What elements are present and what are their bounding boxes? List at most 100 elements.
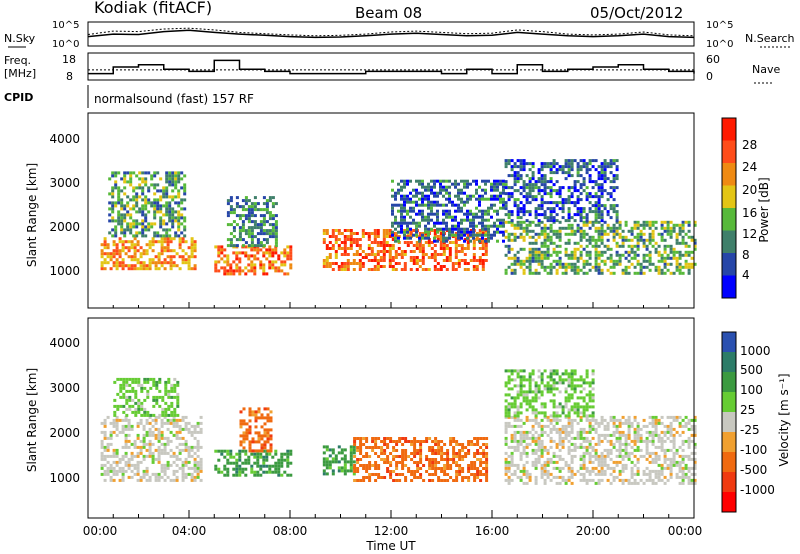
- heatmap-cell: [627, 457, 631, 461]
- heatmap-cell: [355, 238, 359, 241]
- heatmap-cell: [636, 436, 640, 440]
- heatmap-cell: [603, 250, 607, 254]
- heatmap-cell: [128, 377, 132, 381]
- heatmap-cell: [394, 256, 398, 259]
- heatmap-cell: [238, 464, 242, 468]
- heatmap-cell: [241, 238, 245, 242]
- heatmap-cell: [132, 225, 136, 229]
- heatmap-cell: [177, 222, 181, 226]
- heatmap-cell: [173, 413, 177, 417]
- heatmap-cell: [588, 207, 592, 211]
- heatmap-cell: [678, 469, 682, 473]
- heatmap-cell: [410, 458, 414, 461]
- heatmap-cell: [274, 244, 278, 248]
- heatmap-cell: [193, 430, 197, 434]
- heatmap-cell: [588, 460, 592, 464]
- heatmap-cell: [543, 241, 547, 245]
- heatmap-cell: [485, 452, 489, 455]
- heatmap-cell: [669, 247, 673, 251]
- heatmap-cell: [277, 254, 281, 258]
- heatmap-cell: [687, 469, 691, 473]
- heatmap-cell: [576, 174, 580, 178]
- heatmap-cell: [648, 232, 652, 236]
- heatmap-cell: [325, 445, 329, 449]
- heatmap-cell: [618, 472, 622, 476]
- heatmap-cell: [140, 407, 144, 411]
- heatmap-cell: [570, 457, 574, 461]
- heatmap-cell: [165, 213, 169, 217]
- heatmap-cell: [145, 249, 149, 253]
- heatmap-cell: [567, 189, 571, 193]
- heatmap-cell: [633, 454, 637, 458]
- heatmap-cell: [693, 424, 697, 428]
- heatmap-cell: [415, 188, 418, 192]
- heatmap-cell: [481, 232, 485, 235]
- heatmap-cell: [543, 201, 547, 205]
- heatmap-cell: [660, 238, 664, 242]
- heatmap-cell: [171, 177, 175, 181]
- heatmap-cell: [561, 430, 565, 434]
- heatmap-cell: [427, 206, 430, 210]
- heatmap-cell: [582, 247, 586, 251]
- heatmap-cell: [615, 165, 619, 169]
- heatmap-cell: [472, 268, 476, 271]
- heatmap-cell: [193, 243, 197, 247]
- heatmap-cell: [111, 195, 115, 199]
- heatmap-cell: [383, 437, 387, 440]
- heatmap-cell: [103, 433, 107, 437]
- heatmap-cell: [600, 186, 604, 190]
- heatmap-cell: [552, 439, 556, 443]
- heatmap-cell: [400, 253, 404, 256]
- heatmap-cell: [603, 174, 607, 178]
- heatmap-cell: [265, 241, 269, 245]
- heatmap-cell: [540, 448, 544, 452]
- heatmap-cell: [555, 171, 559, 175]
- heatmap-cell: [654, 451, 658, 455]
- heatmap-cell: [549, 219, 553, 223]
- heatmap-cell: [123, 180, 127, 184]
- heatmap-cell: [178, 436, 182, 440]
- heatmap-cell: [403, 229, 407, 232]
- heatmap-cell: [374, 473, 378, 476]
- heatmap-cell: [469, 182, 472, 186]
- heatmap-cell: [439, 238, 443, 241]
- heatmap-cell: [457, 230, 460, 234]
- heatmap-cell: [138, 210, 142, 214]
- heatmap-cell: [183, 225, 187, 229]
- heatmap-cell: [334, 460, 338, 464]
- heatmap-cell: [178, 427, 182, 431]
- heatmap-cell: [585, 168, 589, 172]
- heatmap-cell: [144, 216, 148, 220]
- heatmap-cell: [223, 473, 227, 477]
- heatmap-cell: [585, 232, 589, 236]
- heatmap-cell: [597, 472, 601, 476]
- heatmap-cell: [472, 218, 475, 222]
- heatmap-cell: [117, 201, 121, 205]
- heatmap-cell: [579, 442, 583, 446]
- heatmap-cell: [528, 213, 532, 217]
- heatmap-cell: [382, 256, 386, 259]
- heatmap-cell: [496, 185, 499, 189]
- heatmap-cell: [161, 407, 165, 411]
- heatmap-cell: [268, 245, 272, 249]
- heatmap-cell: [630, 238, 634, 242]
- heatmap-cell: [439, 203, 442, 207]
- heatmap-cell: [248, 428, 252, 432]
- power-cb-tick-28: 28: [742, 138, 757, 152]
- heatmap-cell: [433, 229, 437, 232]
- heatmap-cell: [576, 247, 580, 251]
- heatmap-cell: [669, 448, 673, 452]
- heatmap-cell: [576, 433, 580, 437]
- heatmap-cell: [540, 189, 544, 193]
- heatmap-cell: [422, 464, 426, 467]
- heatmap-cell: [322, 238, 326, 241]
- heatmap-cell: [585, 259, 589, 263]
- heatmap-cell: [154, 240, 158, 244]
- heatmap-cell: [103, 463, 107, 467]
- heatmap-cell: [428, 467, 432, 470]
- heatmap-cell: [112, 252, 116, 256]
- heatmap-cell: [642, 238, 646, 242]
- heatmap-cell: [109, 433, 113, 437]
- heatmap-cell: [355, 241, 359, 244]
- heatmap-cell: [141, 222, 145, 226]
